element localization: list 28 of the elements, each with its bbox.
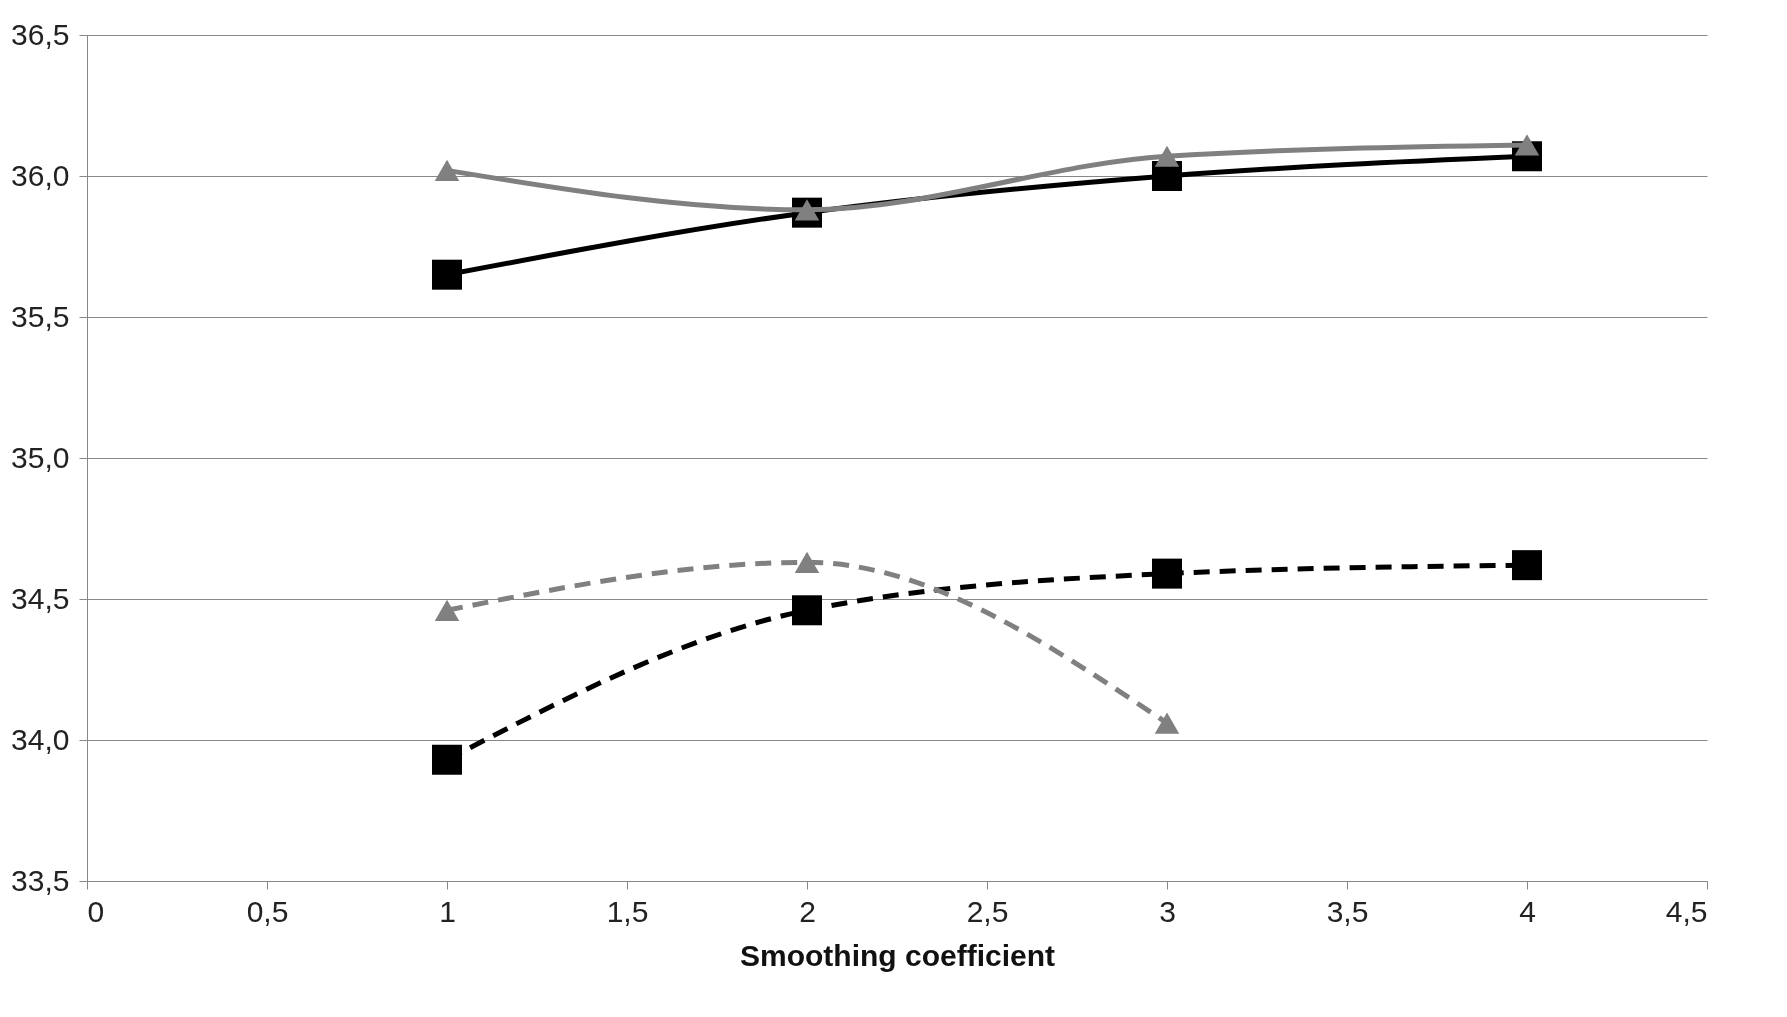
- point: [792, 595, 822, 626]
- y-tick-label: 35,0: [11, 440, 70, 474]
- point: [432, 744, 462, 775]
- x-tick-label: 2,5: [966, 894, 1009, 928]
- point: [1154, 145, 1180, 167]
- point: [1512, 550, 1542, 581]
- point: [1154, 712, 1180, 734]
- x-axis-title: Smoothing coefficient: [740, 938, 1056, 972]
- y-tick-label: 35,5: [11, 299, 70, 333]
- x-tick-label: 3: [1159, 894, 1176, 928]
- point: [434, 599, 460, 621]
- point: [1152, 558, 1182, 589]
- x-tick-label: 0: [87, 894, 105, 928]
- y-tick-label: 34,0: [11, 722, 70, 756]
- x-tick-label: 2: [799, 894, 816, 928]
- x-tick-label: 4: [1519, 894, 1536, 928]
- x-tick-label: 1,5: [606, 894, 649, 928]
- y-tick-label: 36,5: [11, 17, 70, 51]
- point: [432, 259, 462, 290]
- point: [434, 159, 460, 181]
- point: [794, 551, 820, 573]
- y-tick-label: 36,0: [11, 158, 70, 192]
- x-tick-label: 0,5: [246, 894, 289, 928]
- y-tick-label: 34,5: [11, 581, 70, 615]
- x-tick-label: 4,5: [1665, 894, 1708, 928]
- x-tick-label: 1: [439, 894, 456, 928]
- x-tick-label: 3,5: [1326, 894, 1369, 928]
- y-tick-label: 33,5: [11, 863, 70, 897]
